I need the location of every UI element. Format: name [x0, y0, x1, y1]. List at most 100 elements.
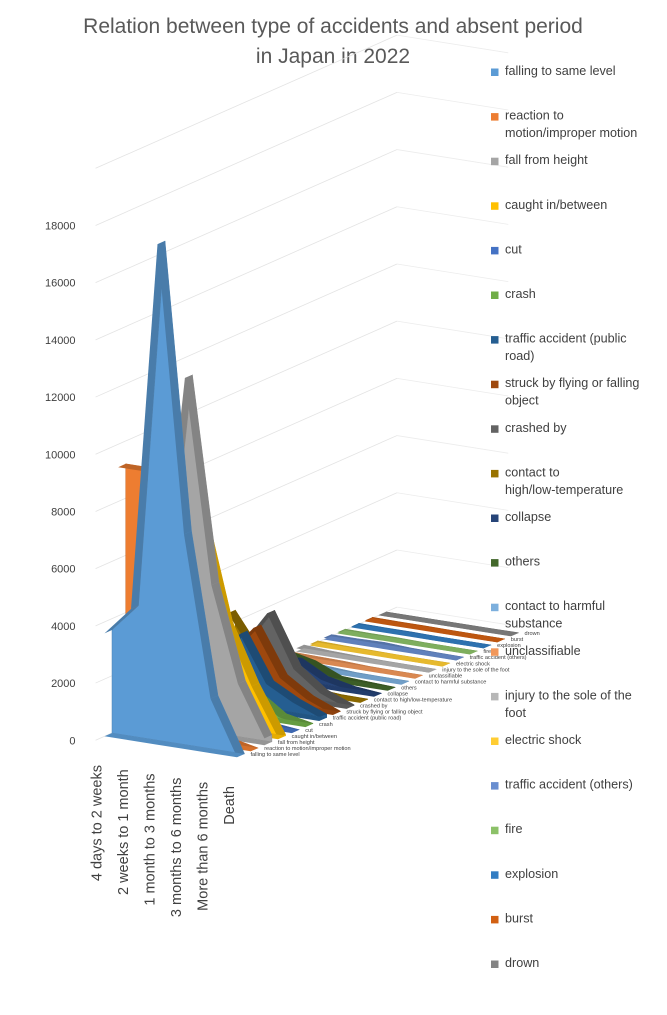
legend-label: explosion	[505, 867, 558, 881]
legend-item: traffic accident (others)	[491, 778, 633, 792]
series-falling-to-same-level	[104, 240, 245, 758]
floor-drown	[378, 612, 519, 637]
floor-traffic-accident-others	[323, 636, 464, 661]
legend-swatch	[491, 425, 499, 433]
legend: falling to same level reaction to motion/i…	[491, 64, 639, 970]
legend-item: contact to high/low-temperature	[491, 465, 623, 497]
series-unclassifiable	[282, 651, 423, 679]
x-tick-label: 4 days to 2 weeks	[89, 765, 105, 881]
gridline	[396, 149, 509, 168]
legend-label: traffic accident (public road)	[505, 332, 627, 364]
gridline	[396, 492, 509, 511]
legend-label: falling to same level	[505, 64, 616, 78]
ribbon-traffic-accident-public-road	[292, 699, 327, 718]
ribbon-crashed-by	[293, 665, 328, 694]
ribbon-collapse	[294, 658, 329, 680]
legend-swatch	[491, 68, 499, 76]
y-tick-label: 8000	[51, 506, 75, 518]
legend-item: drown	[491, 956, 539, 970]
legend-item: falling to same level	[491, 64, 616, 78]
floor-burst	[364, 618, 505, 643]
y-tick-label: 10000	[45, 449, 76, 461]
legend-swatch	[491, 157, 499, 166]
ribbon-others	[308, 660, 343, 680]
ribbon-struck-by-flying-or-falling-object	[306, 696, 341, 715]
depth-label: collapse	[388, 692, 409, 698]
depth-label: caught in/between	[292, 734, 337, 740]
legend-swatch	[491, 559, 499, 567]
legend-swatch	[491, 113, 499, 121]
chart-title-line-1: Relation between type of accidents and a…	[83, 15, 583, 38]
depth-label: fire	[483, 649, 491, 655]
legend-item: explosion	[491, 867, 558, 881]
legend-label: fall from height	[505, 153, 588, 167]
legend-swatch	[491, 202, 499, 210]
legend-swatch	[491, 737, 499, 745]
depth-label: burst	[511, 637, 524, 643]
x-tick-label: 2 weeks to 1 month	[116, 769, 132, 895]
legend-swatch	[491, 915, 499, 924]
x-tick-label: 3 months to 6 months	[169, 778, 185, 917]
ribbon-traffic-accident-public-road	[266, 680, 301, 703]
ribbon-struck-by-flying-or-falling-object	[279, 674, 314, 700]
gridline	[396, 34, 509, 54]
floor-injury-to-the-sole-of-the-foot	[296, 648, 437, 673]
ribbon-fall-from-height	[184, 374, 219, 586]
legend-label: crash	[505, 287, 536, 301]
series-drown	[378, 611, 519, 637]
legend-item: traffic accident (public road)	[491, 332, 627, 364]
x-axis: 4 days to 2 weeks 2 weeks to 1 month 1 mon…	[89, 765, 238, 917]
y-tick-label: 6000	[51, 564, 75, 576]
x-tick-label: More than 6 months	[195, 782, 211, 911]
y-tick-label: 14000	[45, 335, 76, 347]
x-tick-label: 1 month to 3 months	[142, 773, 158, 905]
depth-label: injury to the sole of the foot	[442, 667, 510, 673]
ribbon-falling-to-same-level	[184, 531, 218, 699]
ribbon-falling-to-same-level	[210, 695, 245, 757]
legend-swatch	[491, 246, 499, 255]
depth-label: explosion	[497, 643, 521, 649]
legend-item: contact to harmful substance	[491, 599, 605, 631]
legend-item: crash	[491, 287, 536, 301]
legend-swatch	[491, 603, 499, 612]
gridline	[396, 206, 509, 225]
series-fire	[337, 628, 478, 655]
depth-label: traffic accident (others)	[470, 655, 527, 661]
legend-swatch	[491, 469, 499, 478]
legend-label: fire	[505, 822, 523, 836]
legend-item: unclassifiable	[491, 644, 581, 658]
legend-label: crashed by	[505, 421, 567, 435]
ribbon-collapse	[321, 676, 355, 690]
legend-label: reaction to motion/improper motion	[505, 109, 637, 141]
legend-item: electric shock	[491, 733, 582, 747]
ribbon-struck-by-flying-or-falling-object	[253, 624, 288, 678]
ribbon-traffic-accident-public-road	[239, 630, 274, 684]
ribbon-falling-to-same-level	[131, 240, 165, 609]
depth-label: drown	[525, 631, 540, 637]
y-tick-label: 4000	[51, 621, 75, 633]
ribbon-crashed-by	[320, 690, 355, 709]
ribbon-caught-in-between	[251, 683, 286, 738]
legend-item: burst	[491, 911, 533, 925]
y-axis: 0 2000 4000 6000 8000 10000 12000 14000 16000 180…	[45, 220, 76, 747]
gridline	[396, 377, 509, 397]
legend-item: fall from height	[491, 153, 588, 167]
depth-label: struck by flying or falling object	[346, 710, 423, 716]
depth-label: crash	[319, 722, 333, 728]
gridline	[95, 91, 398, 226]
y-tick-label: 16000	[45, 278, 76, 290]
legend-label: electric shock	[505, 733, 582, 747]
legend-item: caught in/between	[491, 198, 607, 212]
y-tick-label: 12000	[45, 392, 76, 404]
legend-label: cut	[505, 242, 522, 256]
gridline	[95, 263, 398, 398]
legend-label: unclassifiable	[505, 644, 581, 658]
legend-item: injury to the sole of the foot	[491, 688, 632, 720]
series-traffic-accident-others	[323, 634, 464, 661]
x-tick-label: Death	[222, 786, 238, 825]
series-electric-shock	[310, 640, 451, 667]
y-tick-label: 2000	[51, 678, 75, 690]
depth-label: falling to same level	[251, 752, 300, 758]
legend-swatch	[491, 336, 499, 344]
